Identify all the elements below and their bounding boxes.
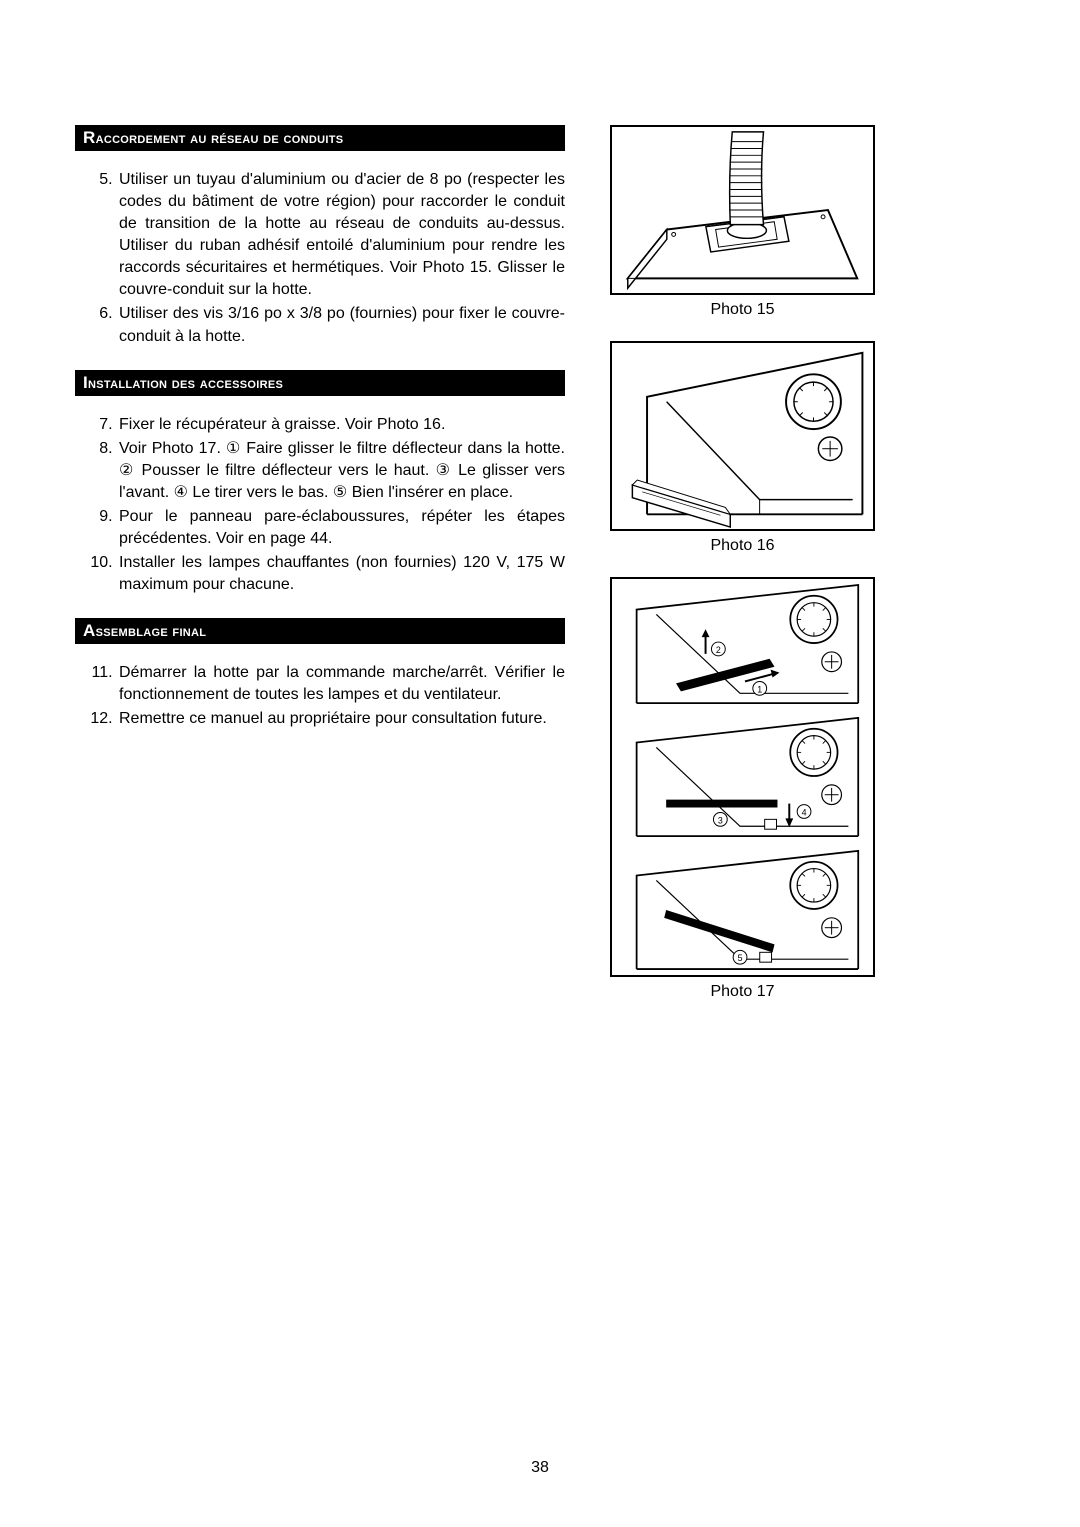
content-columns: Raccordement au réseau de conduits Utili… (75, 125, 1005, 1023)
section-header-raccordement: Raccordement au réseau de conduits (75, 125, 565, 151)
section-header-installation: Installation des accessoires (75, 370, 565, 396)
svg-text:4: 4 (802, 807, 807, 817)
figure-photo-17: 2 1 (610, 577, 875, 977)
steps-list-1: Utiliser un tuyau d'aluminium ou d'acier… (75, 169, 565, 348)
svg-text:2: 2 (716, 645, 721, 655)
step-8: Voir Photo 17. ① Faire glisser le filtre… (117, 438, 565, 504)
caption-photo-17: Photo 17 (600, 983, 885, 1001)
page-number: 38 (0, 1459, 1080, 1477)
left-column: Raccordement au réseau de conduits Utili… (75, 125, 565, 1023)
diagram-baffle-filter-steps: 2 1 (612, 579, 873, 975)
caption-photo-15: Photo 15 (600, 301, 885, 319)
lamp-icon (818, 437, 841, 460)
caption-photo-16: Photo 16 (600, 537, 885, 555)
step-10: Installer les lampes chauffantes (non fo… (117, 552, 565, 596)
step-7: Fixer le récupérateur à graisse. Voir Ph… (117, 414, 565, 436)
figure-photo-15 (610, 125, 875, 295)
step-12: Remettre ce manuel au propriétaire pour … (117, 708, 565, 730)
svg-text:3: 3 (718, 815, 723, 825)
section-header-assemblage: Assemblage final (75, 618, 565, 644)
diagram-hood-duct (612, 127, 873, 293)
steps-list-3: Démarrer la hotte par la commande marche… (75, 662, 565, 730)
figure-photo-16 (610, 341, 875, 531)
diagram-grease-trap (612, 343, 873, 529)
svg-text:1: 1 (757, 684, 762, 694)
manualpage: Raccordement au réseau de conduits Utili… (0, 0, 1080, 1527)
svg-text:5: 5 (738, 953, 743, 963)
right-column: Photo 15 (600, 125, 885, 1023)
steps-list-2: Fixer le récupérateur à graisse. Voir Ph… (75, 414, 565, 597)
step-9: Pour le panneau pare-éclaboussures, répé… (117, 506, 565, 550)
step-5: Utiliser un tuyau d'aluminium ou d'acier… (117, 169, 565, 301)
step-11: Démarrer la hotte par la commande marche… (117, 662, 565, 706)
step-6: Utiliser des vis 3/16 po x 3/8 po (fourn… (117, 303, 565, 347)
